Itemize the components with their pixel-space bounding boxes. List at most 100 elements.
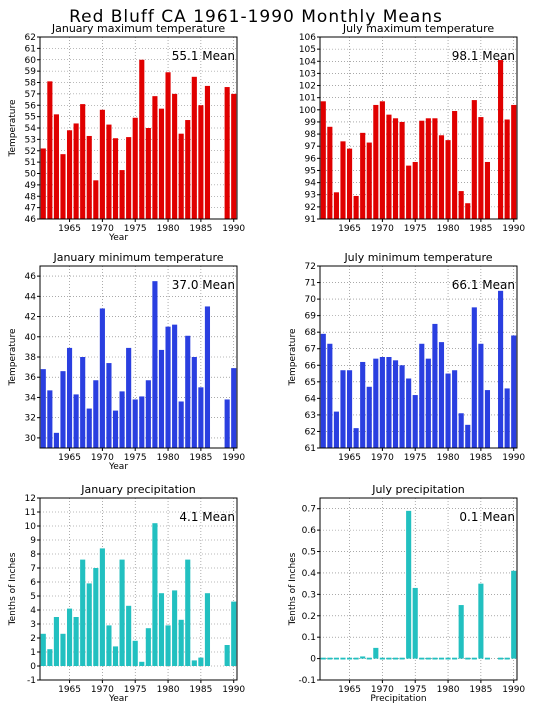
x-tick-label: 1980 [157,224,180,234]
bar [412,161,418,219]
y-axis-label: Temperature [8,99,18,157]
y-tick-label: 60 [25,56,37,66]
bar [412,395,418,448]
plot-frame [319,265,518,449]
x-tick-label: 1980 [437,685,460,695]
bar [165,326,171,448]
y-tick-label: 101 [299,94,316,104]
x-tick-label: 1985 [189,453,212,463]
bar [145,380,151,448]
bar [333,657,339,660]
bar [139,661,145,666]
bar [112,138,119,219]
plot-frame [319,497,518,681]
bar [47,649,53,666]
bar [366,386,372,448]
bar [145,128,151,219]
x-tick-label: 1985 [189,685,212,695]
x-tick-label: 1970 [371,453,394,463]
y-tick-label: 46 [25,272,37,282]
y-tick-label: 6 [30,578,36,588]
y-tick-label: 34 [25,393,37,403]
bar [498,290,504,448]
bar [99,548,105,666]
y-tick-label: 98 [305,130,317,140]
bar [112,410,119,448]
y-tick-label: 102 [299,82,316,92]
bar [419,657,425,660]
y-tick-label: 30 [25,434,37,444]
bar [373,358,379,448]
y-tick-label: 1 [30,648,36,658]
bar [432,657,438,660]
y-tick-label: 0.1 [302,633,316,643]
y-tick-label: 92 [305,203,316,213]
x-tick-label: 1965 [58,453,81,463]
chart-title: January precipitation [80,483,196,496]
bar [406,378,412,448]
y-tick-label: 61 [25,44,36,54]
y-tick-label: 70 [305,295,317,305]
y-tick-label: 12 [25,494,36,504]
bar [132,640,138,666]
bar [445,373,451,448]
bar [392,657,399,660]
bar [60,154,66,219]
y-tick-label: 59 [25,67,37,77]
chart-title: July maximum temperature [342,22,495,35]
bar [452,111,458,219]
bar [360,361,366,448]
y-tick-label: 100 [299,106,316,116]
bar [484,161,491,219]
x-tick-label: 1970 [371,224,394,234]
bar [366,142,372,219]
bar [86,583,92,666]
bar [224,645,230,666]
bar [432,323,438,448]
y-tick-label: 58 [25,79,37,89]
plot-frame [39,497,238,681]
x-tick-label: 1975 [404,685,427,695]
bar [224,87,230,219]
bar [465,657,471,660]
x-tick-label: 1985 [189,224,212,234]
y-tick-label: 0 [310,655,316,665]
bar [106,363,112,448]
chart-title: July minimum temperature [343,251,492,264]
y-tick-label: 52 [25,147,36,157]
bar [178,619,184,666]
y-tick-label: 63 [305,411,316,421]
bar [231,368,237,448]
bar [511,104,517,219]
bar [327,126,333,219]
y-tick-label: 95 [305,166,316,176]
y-tick-label: 64 [305,394,317,404]
bar [60,371,66,448]
y-tick-label: 46 [25,215,37,225]
y-tick-label: 50 [25,170,37,180]
bar [484,390,491,448]
bar [425,358,431,448]
x-tick-label: 1965 [338,685,361,695]
bar [386,114,392,219]
bar [66,347,73,448]
y-tick-label: 71 [305,279,316,289]
bar [346,370,353,448]
bar [353,428,359,448]
x-tick-label: 1965 [58,224,81,234]
y-tick-label: 49 [25,181,37,191]
bar [392,118,399,219]
x-tick-label: 1980 [437,453,460,463]
bar [158,349,165,448]
y-tick-label: 67 [305,345,316,355]
bar [119,391,125,448]
bar [152,281,158,448]
bar [340,657,346,660]
bar [471,307,477,448]
x-tick-label: 1965 [58,685,81,695]
bar [139,59,145,219]
bar [172,324,178,448]
y-tick-label: 69 [305,312,317,322]
y-tick-label: 0.5 [302,548,316,558]
